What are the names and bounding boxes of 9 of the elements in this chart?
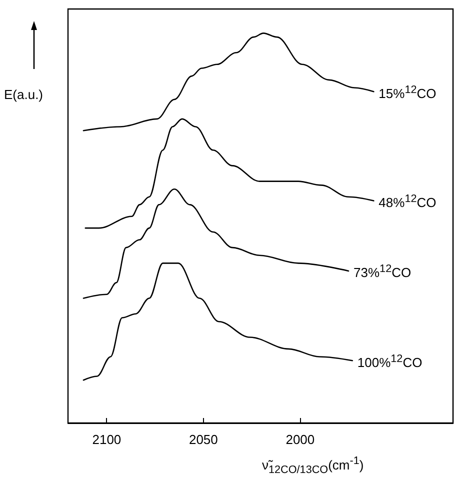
x-tick-label: 2050 [188,432,218,447]
x-axis-title: ν̃$_{12CO/13CO}$(cm$^{-1}$) [262,454,364,478]
x-tick-label: 2100 [92,432,122,447]
series-label: 100%$^{12}$CO [357,351,422,372]
series-label: 15%$^{12}$CO [378,82,436,103]
series-label: 48%$^{12}$CO [378,192,436,212]
series-label: 73%$^{12}$CO [354,262,412,282]
x-tick-label: 2000 [286,432,315,447]
y-axis-title: E(a.u.) [4,87,44,102]
